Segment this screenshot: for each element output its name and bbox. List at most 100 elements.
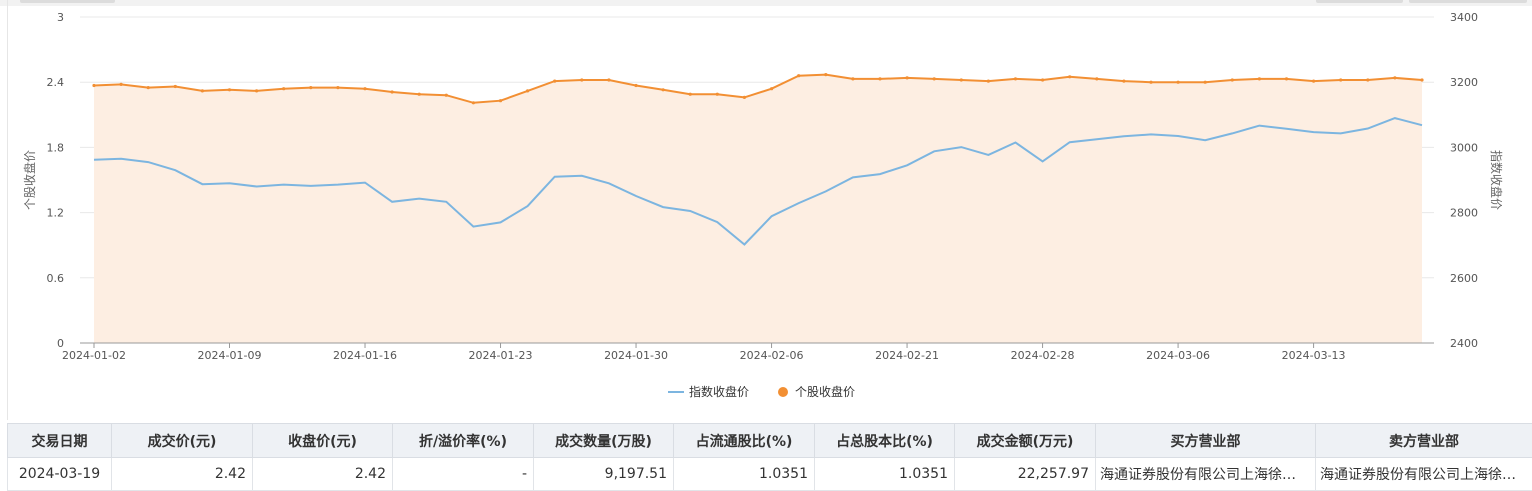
cell-buyer[interactable]: 海通证券股份有限公司上海徐… bbox=[1096, 458, 1316, 491]
stock-point bbox=[472, 101, 475, 104]
cell-total-ratio: 1.0351 bbox=[815, 458, 955, 491]
y-right-tick-label: 2800 bbox=[1450, 207, 1478, 220]
stock-point bbox=[960, 78, 963, 81]
header-premium-rate[interactable]: 折/溢价率(%) bbox=[393, 424, 534, 458]
stock-point bbox=[1014, 77, 1017, 80]
header-volume[interactable]: 成交数量(万股) bbox=[534, 424, 674, 458]
stock-point bbox=[1149, 81, 1152, 84]
stock-point bbox=[201, 89, 204, 92]
legend-stock-label[interactable]: 个股收盘价 bbox=[795, 384, 855, 399]
cell-premium-rate: - bbox=[393, 458, 534, 491]
header-buyer[interactable]: 买方营业部 bbox=[1096, 424, 1316, 458]
cell-close-price: 2.42 bbox=[253, 458, 393, 491]
cell-seller[interactable]: 海通证券股份有限公司上海徐… bbox=[1316, 458, 1532, 491]
y-left-tick-label: 0.6 bbox=[47, 272, 65, 285]
y-left-tick-label: 3 bbox=[57, 11, 64, 24]
stock-point bbox=[851, 77, 854, 80]
header-trade-date[interactable]: 交易日期 bbox=[8, 424, 112, 458]
stock-point bbox=[824, 73, 827, 76]
stock-point bbox=[282, 87, 285, 90]
stock-point bbox=[1366, 78, 1369, 81]
stock-point bbox=[1231, 78, 1234, 81]
x-tick-label: 2024-01-16 bbox=[333, 349, 397, 362]
header-total-ratio[interactable]: 占总股本比(%) bbox=[815, 424, 955, 458]
block-trade-table: 交易日期 成交价(元) 收盘价(元) 折/溢价率(%) 成交数量(万股) 占流通… bbox=[7, 423, 1532, 491]
x-tick-label: 2024-02-21 bbox=[875, 349, 939, 362]
stock-point bbox=[662, 88, 665, 91]
stock-point bbox=[1285, 77, 1288, 80]
stock-point bbox=[147, 86, 150, 89]
stock-point bbox=[174, 85, 177, 88]
stock-point bbox=[716, 93, 719, 96]
header-amount[interactable]: 成交金额(万元) bbox=[955, 424, 1096, 458]
table-row: 2024-03-19 2.42 2.42 - 9,197.51 1.0351 1… bbox=[8, 458, 1532, 491]
stock-point bbox=[933, 77, 936, 80]
stock-point bbox=[363, 87, 366, 90]
cell-volume: 9,197.51 bbox=[534, 458, 674, 491]
stock-point bbox=[689, 93, 692, 96]
y-right-axis-title: 指数收盘价 bbox=[1489, 150, 1504, 210]
table-header-row: 交易日期 成交价(元) 收盘价(元) 折/溢价率(%) 成交数量(万股) 占流通… bbox=[8, 424, 1532, 458]
stock-area bbox=[94, 75, 1422, 343]
y-right-tick-label: 3400 bbox=[1450, 11, 1478, 24]
legend-index-label[interactable]: 指数收盘价 bbox=[689, 384, 749, 399]
y-right-tick-label: 2400 bbox=[1450, 337, 1478, 350]
cell-trade-date: 2024-03-19 bbox=[8, 458, 112, 491]
stock-point bbox=[391, 90, 394, 93]
x-tick-label: 2024-02-28 bbox=[1011, 349, 1075, 362]
x-tick-label: 2024-01-23 bbox=[469, 349, 533, 362]
legend-stock-swatch bbox=[778, 387, 788, 397]
stock-point bbox=[445, 94, 448, 97]
legend[interactable]: 指数收盘价 个股收盘价 bbox=[668, 384, 855, 399]
stock-point bbox=[770, 87, 773, 90]
header-float-ratio[interactable]: 占流通股比(%) bbox=[674, 424, 815, 458]
stock-point bbox=[120, 83, 123, 86]
stock-point bbox=[1041, 78, 1044, 81]
stock-point bbox=[1122, 80, 1125, 83]
stock-point bbox=[1095, 77, 1098, 80]
x-tick-label: 2024-02-06 bbox=[740, 349, 804, 362]
stock-point bbox=[526, 89, 529, 92]
stock-point bbox=[1068, 75, 1071, 78]
stock-point bbox=[580, 78, 583, 81]
stock-point bbox=[1339, 78, 1342, 81]
stock-point bbox=[607, 78, 610, 81]
x-tick-label: 2024-01-09 bbox=[198, 349, 262, 362]
x-tick-label: 2024-01-02 bbox=[62, 349, 126, 362]
stock-point bbox=[418, 93, 421, 96]
stock-point bbox=[987, 80, 990, 83]
y-left-tick-label: 1.2 bbox=[47, 207, 65, 220]
stock-point bbox=[228, 88, 231, 91]
stock-point bbox=[92, 84, 95, 87]
stock-point bbox=[255, 89, 258, 92]
stock-point bbox=[743, 96, 746, 99]
stock-point bbox=[1204, 81, 1207, 84]
stock-point bbox=[1258, 77, 1261, 80]
stock-point bbox=[1312, 80, 1315, 83]
x-tick-label: 2024-03-06 bbox=[1146, 349, 1210, 362]
stock-point bbox=[309, 86, 312, 89]
stock-point bbox=[878, 77, 881, 80]
x-tick-label: 2024-03-13 bbox=[1282, 349, 1346, 362]
cell-amount: 22,257.97 bbox=[955, 458, 1096, 491]
y-left-tick-label: 2.4 bbox=[47, 76, 65, 89]
stock-point bbox=[1393, 76, 1396, 79]
header-trade-price[interactable]: 成交价(元) bbox=[112, 424, 253, 458]
stock-point bbox=[634, 84, 637, 87]
header-seller[interactable]: 卖方营业部 bbox=[1316, 424, 1532, 458]
stock-point bbox=[906, 76, 909, 79]
stock-point bbox=[336, 86, 339, 89]
y-left-axis-title: 个股收盘价 bbox=[22, 150, 37, 210]
stock-area-fill bbox=[94, 75, 1422, 343]
stock-point bbox=[1420, 78, 1423, 81]
stock-point bbox=[797, 74, 800, 77]
y-right-tick-label: 2600 bbox=[1450, 272, 1478, 285]
stock-point bbox=[553, 80, 556, 83]
cell-float-ratio: 1.0351 bbox=[674, 458, 815, 491]
header-close-price[interactable]: 收盘价(元) bbox=[253, 424, 393, 458]
y-left-tick-label: 1.8 bbox=[47, 141, 65, 154]
y-right-tick-label: 3000 bbox=[1450, 141, 1478, 154]
stock-point bbox=[499, 99, 502, 102]
y-right-tick-label: 3200 bbox=[1450, 76, 1478, 89]
